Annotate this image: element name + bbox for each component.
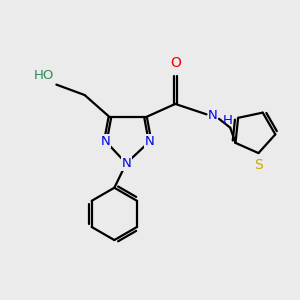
- Text: N: N: [100, 135, 110, 148]
- Text: HO: HO: [34, 69, 54, 82]
- Text: N: N: [145, 135, 155, 148]
- Text: O: O: [170, 56, 181, 70]
- Text: N: N: [208, 109, 218, 122]
- Text: N: N: [121, 157, 131, 170]
- Text: H: H: [223, 114, 233, 128]
- Text: S: S: [254, 158, 263, 172]
